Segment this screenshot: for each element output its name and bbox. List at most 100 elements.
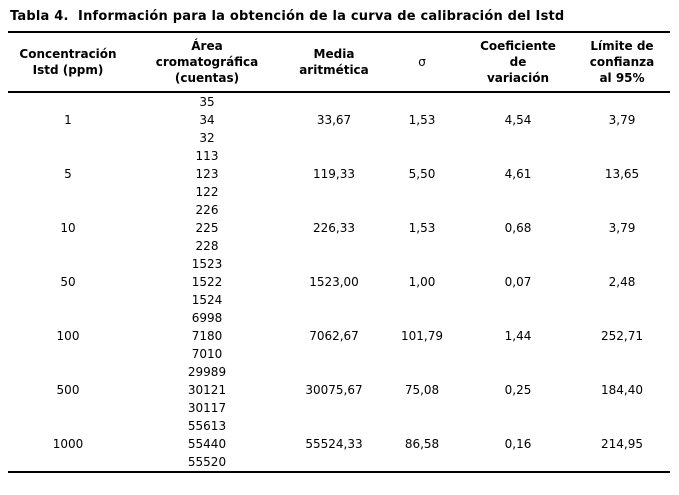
sigma-cell: 75,08: [404, 383, 440, 397]
table-row: 500 29989 30075,67 75,08 0,25 184,40: [8, 363, 670, 397]
table-caption: Tabla 4. Información para la obtención d…: [10, 9, 565, 24]
sigma-symbol: σ: [418, 55, 426, 69]
table-row: 50 1523 1523,00 1,00 0,07 2,48: [8, 255, 670, 289]
header-media: Media aritmética: [286, 32, 382, 92]
table-row: 7180: [8, 327, 670, 345]
limite-cell: 3,79: [608, 221, 636, 235]
table-header-row: Concentración Istd (ppm) Área cromatográ…: [8, 32, 670, 92]
sigma-cell: 1,53: [408, 221, 436, 235]
table-row: 123: [8, 165, 670, 183]
header-line: Media: [313, 47, 355, 61]
area-cell: 7010: [191, 347, 223, 361]
table-row: 122: [8, 183, 670, 201]
limite-cell: 252,71: [601, 329, 643, 343]
media-cell: 226,33: [313, 221, 355, 235]
header-line: cromatográfica: [155, 55, 259, 69]
table-row: 34: [8, 111, 670, 129]
sigma-cell: 1,53: [408, 113, 436, 127]
area-cell: 226: [195, 203, 219, 217]
area-cell: 55520: [187, 455, 227, 469]
media-cell: 30075,67: [305, 383, 363, 397]
cv-cell: 4,54: [504, 113, 532, 127]
area-cell: 1522: [191, 275, 223, 289]
area-cell: 32: [199, 131, 215, 145]
area-cell: 122: [195, 185, 219, 199]
sigma-cell: 101,79: [401, 329, 443, 343]
area-cell: 225: [195, 221, 219, 235]
area-cell: 35: [199, 95, 215, 109]
table-row: 30121: [8, 381, 670, 399]
header-coeficiente-variacion: Coeficiente de variación: [462, 32, 574, 92]
media-cell: 119,33: [313, 167, 355, 181]
header-concentracion: Concentración Istd (ppm): [8, 32, 128, 92]
table-row: 1000 55613 55524,33 86,58 0,16 214,95: [8, 417, 670, 451]
table-row: 100 6998 7062,67 101,79 1,44 252,71: [8, 309, 670, 343]
header-line: Istd (ppm): [32, 63, 104, 77]
header-line: Límite de: [590, 39, 654, 53]
table-row: 225: [8, 219, 670, 237]
table-row: 7010: [8, 345, 670, 363]
media-cell: 7062,67: [309, 329, 359, 343]
table-row: 32: [8, 129, 670, 147]
area-cell: 30117: [187, 401, 227, 415]
limite-cell: 214,95: [601, 437, 643, 451]
cv-cell: 0,25: [504, 383, 532, 397]
media-cell: 55524,33: [305, 437, 363, 451]
table-row: 1524: [8, 291, 670, 309]
cv-cell: 4,61: [504, 167, 532, 181]
concentration-cell: 1000: [52, 437, 84, 451]
cv-cell: 1,44: [504, 329, 532, 343]
header-line: variación: [486, 71, 550, 85]
area-cell: 30121: [187, 383, 227, 397]
header-line: (cuentas): [174, 71, 240, 85]
media-cell: 33,67: [316, 113, 352, 127]
area-cell: 1524: [191, 293, 223, 307]
table-body: 1 35 33,67 1,53 4,54 3,79 34 32 5 113 119,33 5,50 4,…: [8, 92, 670, 472]
sigma-cell: 5,50: [408, 167, 436, 181]
table-row: 10 226 226,33 1,53 0,68 3,79: [8, 201, 670, 235]
area-cell: 29989: [187, 365, 227, 379]
table-row: 1 35 33,67 1,53 4,54 3,79: [8, 92, 670, 127]
table-row: 228: [8, 237, 670, 255]
table-row: 55440: [8, 435, 670, 453]
header-line: de: [509, 55, 527, 69]
header-limite-confianza: Límite de confianza al 95%: [574, 32, 670, 92]
header-area: Área cromatográfica (cuentas): [128, 32, 286, 92]
header-sigma: σ: [382, 32, 462, 92]
table-row: 30117: [8, 399, 670, 417]
area-cell: 1523: [191, 257, 223, 271]
area-cell: 6998: [191, 311, 223, 325]
cv-cell: 0,16: [504, 437, 532, 451]
limite-cell: 2,48: [608, 275, 636, 289]
table-row: 1522: [8, 273, 670, 291]
media-cell: 1523,00: [309, 275, 359, 289]
sigma-cell: 86,58: [404, 437, 440, 451]
area-cell: 34: [199, 113, 215, 127]
concentration-cell: 100: [56, 329, 80, 343]
concentration-cell: 5: [64, 167, 72, 181]
header-line: aritmética: [299, 63, 369, 77]
concentration-cell: 10: [60, 221, 76, 235]
limite-cell: 3,79: [608, 113, 636, 127]
table-row: 5 113 119,33 5,50 4,61 13,65: [8, 147, 670, 181]
header-line: Concentración: [19, 47, 117, 61]
header-line: Área: [191, 39, 223, 53]
concentration-cell: 500: [56, 383, 80, 397]
limite-cell: 13,65: [604, 167, 640, 181]
sigma-cell: 1,00: [408, 275, 436, 289]
header-line: al 95%: [599, 71, 645, 85]
document-page: Tabla 4. Información para la obtención d…: [8, 9, 670, 473]
area-cell: 123: [195, 167, 219, 181]
concentration-cell: 1: [64, 113, 72, 127]
header-line: Coeficiente: [480, 39, 556, 53]
concentration-cell: 50: [60, 275, 76, 289]
area-cell: 55440: [187, 437, 227, 451]
header-line: confianza: [589, 55, 655, 69]
area-cell: 7180: [191, 329, 223, 343]
area-cell: 228: [195, 239, 219, 253]
area-cell: 113: [195, 149, 219, 163]
table-row: 55520: [8, 453, 670, 472]
limite-cell: 184,40: [601, 383, 643, 397]
calibration-table: Concentración Istd (ppm) Área cromatográ…: [8, 31, 670, 473]
cv-cell: 0,07: [504, 275, 532, 289]
